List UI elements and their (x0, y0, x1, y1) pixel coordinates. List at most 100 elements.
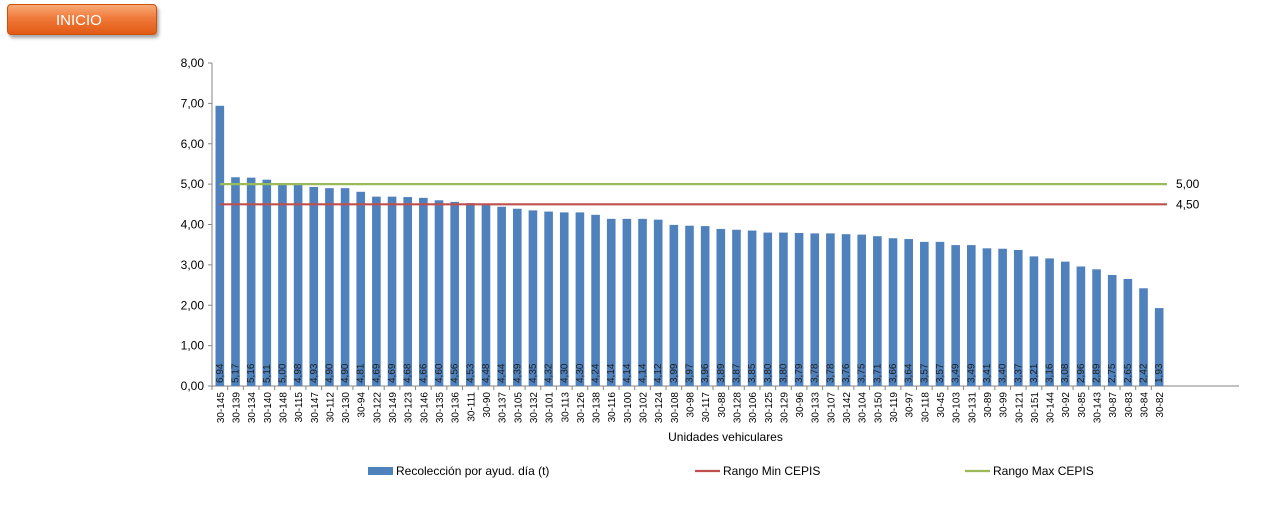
bar-30-82 (1154, 308, 1164, 386)
inicio-button[interactable]: INICIO (7, 4, 157, 35)
x-tick-label: 30-89 (983, 392, 994, 418)
data-label: 5,16 (246, 363, 257, 383)
bar-30-131 (966, 245, 976, 386)
x-tick-label: 30-146 (419, 392, 430, 424)
data-label: 3,57 (919, 363, 930, 383)
x-tick-label: 30-150 (873, 392, 884, 424)
x-tick-label: 30-104 (858, 392, 869, 424)
bar-30-101 (544, 211, 553, 386)
data-label: 3,87 (731, 363, 742, 383)
bar-30-129 (779, 232, 788, 386)
data-label: 4,44 (497, 363, 508, 383)
rango-min-cepis-value-label: 4,50 (1176, 197, 1200, 211)
bar-30-102 (638, 218, 647, 386)
x-tick-label: 30-129 (779, 392, 790, 424)
bar-30-150 (873, 236, 882, 386)
data-label: 4,69 (371, 363, 382, 383)
data-label: 3,08 (1060, 363, 1071, 383)
legend-swatch-recolecci-n-por-ayud-d-a-t- (368, 467, 393, 475)
x-tick-label: 30-94 (357, 392, 368, 418)
x-tick-label: 30-102 (639, 392, 650, 424)
x-tick-label: 30-107 (826, 392, 837, 424)
data-label: 3,99 (669, 363, 680, 383)
x-tick-label: 30-101 (545, 392, 556, 424)
data-label: 3,16 (1045, 363, 1056, 383)
data-label: 4,68 (403, 363, 414, 383)
data-label: 4,66 (418, 363, 429, 383)
legend-label-rango-max-cepis: Rango Max CEPIS (993, 464, 1094, 478)
data-label: 3,89 (716, 363, 727, 383)
x-tick-label: 30-90 (482, 392, 493, 418)
y-tick-label: 2,00 (181, 298, 205, 312)
x-tick-label: 30-121 (1014, 392, 1025, 424)
x-tick-label: 30-82 (1155, 392, 1166, 418)
x-tick-label: 30-84 (1140, 392, 1151, 418)
data-label: 3,66 (888, 363, 899, 383)
x-tick-label: 30-149 (388, 392, 399, 424)
bar-30-107 (826, 233, 835, 386)
bar-30-84 (1139, 288, 1148, 386)
data-label: 5,17 (230, 363, 241, 383)
bar-30-83 (1123, 279, 1133, 386)
x-tick-label: 30-139 (231, 392, 242, 424)
data-label: 4,35 (528, 363, 539, 383)
x-tick-label: 30-140 (263, 392, 274, 424)
data-label: 3,79 (794, 363, 805, 383)
x-tick-label: 30-99 (999, 392, 1010, 418)
data-label: 3,76 (841, 363, 852, 383)
bar-30-89 (982, 248, 992, 386)
bar-30-105 (512, 208, 522, 386)
x-tick-label: 30-88 (717, 392, 728, 418)
x-tick-label: 30-112 (325, 392, 336, 423)
data-label: 3,96 (700, 363, 711, 383)
bar-30-99 (998, 248, 1007, 386)
bar-30-136 (450, 201, 459, 386)
data-label: 6,94 (215, 363, 226, 383)
x-tick-label: 30-137 (498, 392, 509, 424)
data-label: 4,90 (324, 363, 335, 383)
data-label: 2,75 (1107, 363, 1118, 383)
data-label: 2,89 (1092, 363, 1103, 383)
y-tick-label: 7,00 (181, 96, 205, 110)
y-tick-label: 4,00 (181, 218, 205, 232)
x-tick-label: 30-147 (310, 392, 321, 424)
data-label: 4,30 (559, 363, 570, 383)
data-label: 3,57 (935, 363, 946, 383)
y-tick-label: 5,00 (181, 177, 205, 191)
x-tick-label: 30-132 (529, 392, 540, 424)
x-tick-label: 30-92 (1061, 392, 1072, 418)
data-label: 3,97 (685, 363, 696, 383)
bar-30-100 (622, 218, 632, 386)
x-tick-label: 30-123 (404, 392, 415, 424)
bar-30-124 (653, 219, 663, 386)
bar-30-143 (1092, 269, 1101, 386)
x-tick-label: 30-136 (451, 392, 462, 424)
x-tick-label: 30-87 (1108, 392, 1119, 418)
x-tick-label: 30-97 (905, 392, 916, 418)
x-axis-title: Unidades vehiculares (668, 430, 783, 444)
x-tick-label: 30-113 (560, 392, 571, 423)
data-label: 3,80 (763, 363, 774, 383)
x-tick-label: 30-105 (513, 392, 524, 424)
x-tick-label: 30-148 (278, 392, 289, 424)
x-tick-label: 30-134 (247, 392, 258, 424)
bar-30-90 (481, 205, 491, 386)
data-label: 4,24 (591, 363, 602, 383)
bar-30-115 (293, 184, 303, 386)
data-label: 2,96 (1076, 363, 1087, 383)
x-tick-label: 30-83 (1124, 392, 1135, 418)
data-label: 4,30 (575, 363, 586, 383)
data-label: 2,42 (1139, 363, 1150, 383)
bar-30-117 (700, 226, 710, 386)
bar-30-118 (920, 241, 929, 386)
bar-30-139 (231, 177, 240, 386)
x-tick-label: 30-128 (732, 392, 743, 424)
data-label: 4,14 (622, 363, 633, 383)
data-label: 4,39 (512, 363, 523, 383)
data-label: 4,32 (544, 363, 555, 383)
data-label: 4,12 (653, 363, 664, 383)
data-label: 4,98 (293, 363, 304, 383)
bar-30-140 (262, 179, 272, 386)
data-label: 3,49 (951, 363, 962, 383)
